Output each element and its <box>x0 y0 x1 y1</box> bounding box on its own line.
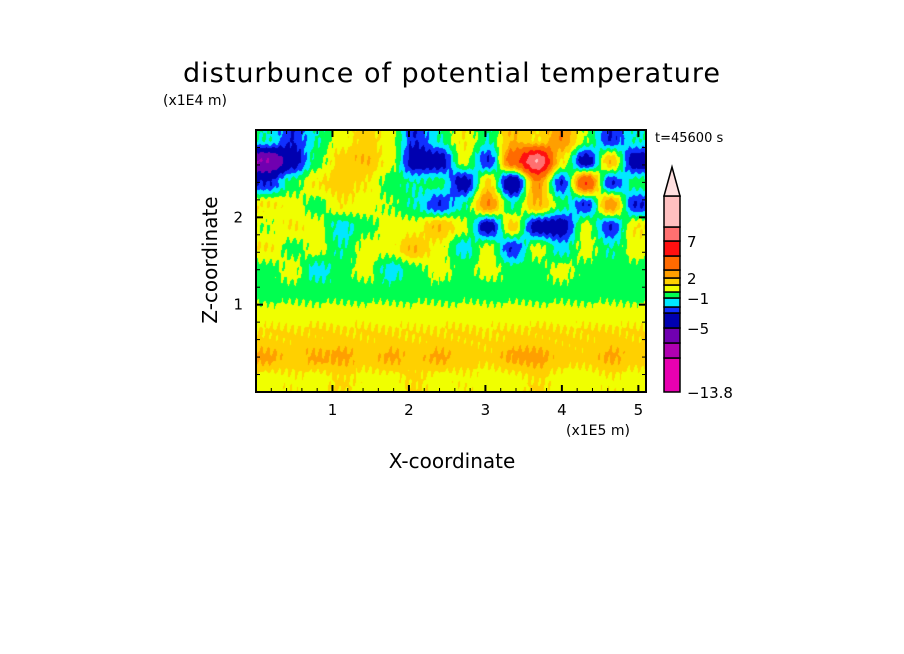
colorbar-box <box>663 277 681 286</box>
colorbar-box <box>663 297 681 308</box>
colorbar-box <box>663 327 681 344</box>
colorbar-box <box>663 312 681 329</box>
x-tick-label: 2 <box>404 401 414 419</box>
colorbar-label: 2 <box>687 270 697 288</box>
plot-frame <box>255 129 647 393</box>
chart-title: disturbunce of potential temperature <box>183 58 721 89</box>
x-tick-label: 1 <box>328 401 338 419</box>
y-axis-unit: (x1E4 m) <box>163 93 227 109</box>
x-tick-label: 5 <box>634 401 644 419</box>
colorbar-label: −13.8 <box>687 384 733 402</box>
colorbar-box <box>663 226 681 242</box>
contour-field <box>256 130 646 392</box>
colorbar-box <box>663 357 681 393</box>
colorbar-box <box>663 284 681 293</box>
colorbar-box <box>663 255 681 271</box>
y-tick-label: 1 <box>233 296 243 314</box>
x-tick-label: 3 <box>481 401 491 419</box>
colorbar-box <box>663 240 681 257</box>
x-axis-unit: (x1E5 m) <box>566 423 630 439</box>
time-annotation: t=45600 s <box>655 131 724 146</box>
colorbar-overflow-triangle <box>663 164 681 197</box>
colorbar-label: −5 <box>687 320 709 338</box>
colorbar-box <box>663 195 681 228</box>
colorbar-label: 7 <box>687 233 697 251</box>
colorbar-box <box>663 291 681 299</box>
colorbar-box <box>663 269 681 279</box>
y-tick-label: 2 <box>233 208 243 226</box>
colorbar-box <box>663 306 681 314</box>
colorbar-label: −1 <box>687 290 709 308</box>
x-axis-label: X-coordinate <box>388 449 516 473</box>
colorbar-box <box>663 342 681 359</box>
x-tick-label: 4 <box>557 401 567 419</box>
